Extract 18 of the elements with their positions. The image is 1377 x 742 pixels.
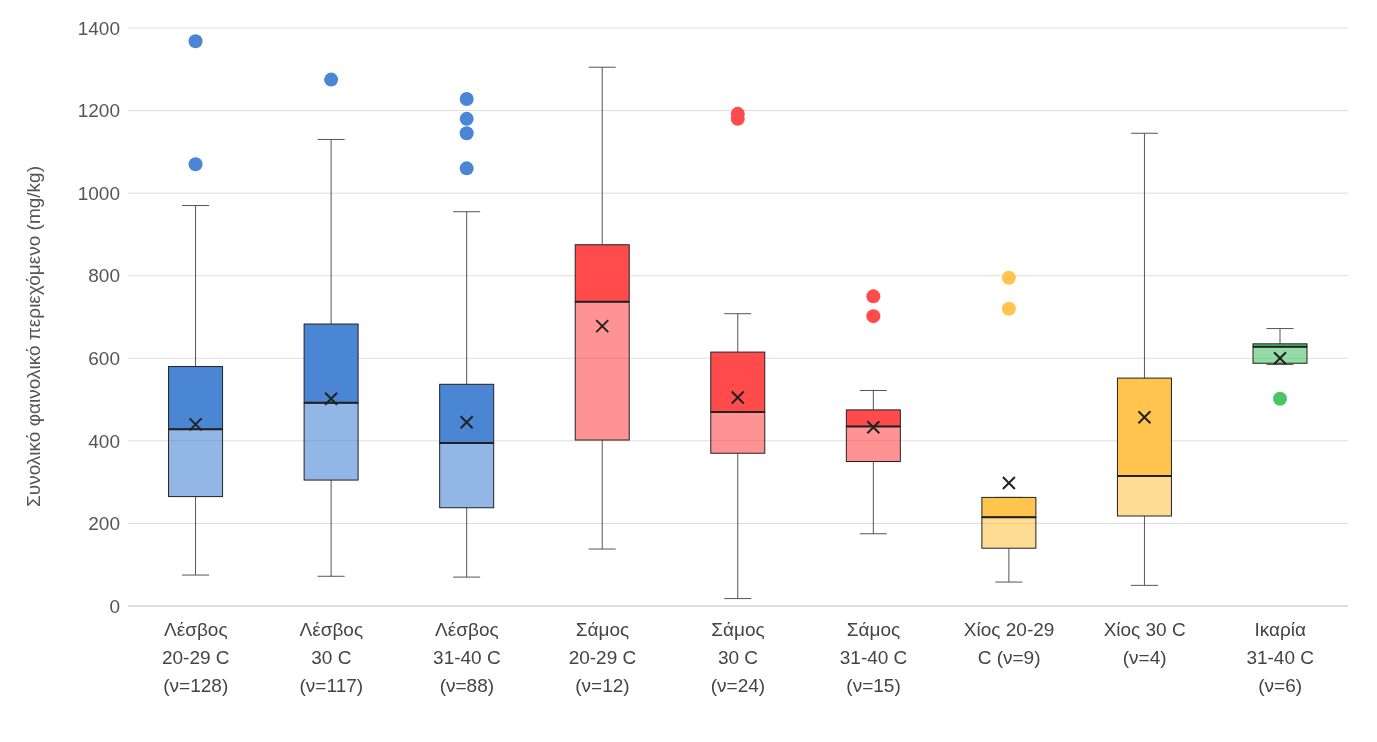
- x-tick-label: Ικαρία 31-40 C (ν=6): [1246, 619, 1315, 696]
- y-tick-label: 400: [88, 430, 120, 452]
- y-tick-label: 1000: [77, 182, 120, 204]
- x-tick-label: Λέσβος 20-29 C (ν=128): [161, 619, 230, 696]
- y-tick-label: 200: [88, 513, 120, 535]
- x-tick-label: Λέσβος 31-40 C (ν=88): [433, 619, 501, 696]
- x-tick-label: Σάμος 30 C (ν=24): [710, 619, 766, 696]
- x-tick-label: Χίος 20-29 C (ν=9): [963, 619, 1055, 668]
- y-tick-label: 1400: [77, 17, 120, 39]
- x-tick-label: Χίος 30 C (ν=4): [1103, 619, 1186, 668]
- y-tick-label: 800: [88, 265, 120, 287]
- y-tick-label: 0: [109, 595, 120, 617]
- x-tick-label: Σάμος 20-29 C (ν=12): [568, 619, 637, 696]
- x-tick-label: Λέσβος 30 C (ν=117): [299, 619, 364, 696]
- y-tick-label: 600: [88, 348, 120, 370]
- y-axis-title: Συνολικό φαινολικό περιεχόμενο (mg/kg): [22, 165, 44, 507]
- x-tick-label: Σάμος 31-40 C (ν=15): [839, 619, 908, 696]
- y-tick-label: 1200: [77, 100, 120, 122]
